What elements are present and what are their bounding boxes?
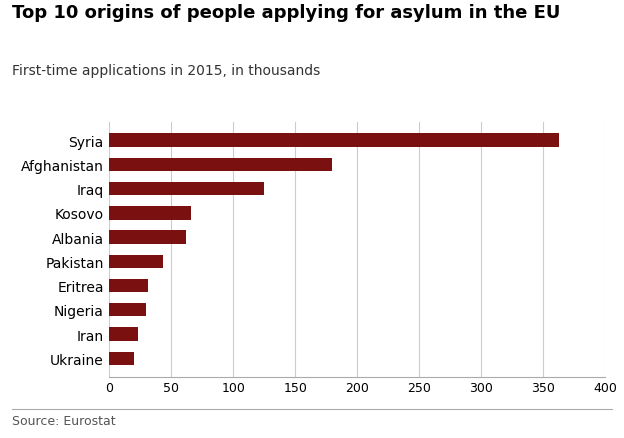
Text: First-time applications in 2015, in thousands: First-time applications in 2015, in thou… [12,64,321,78]
Bar [109,159,333,172]
Bar [109,183,264,196]
Bar [109,304,147,317]
Bar [109,279,148,293]
Bar [109,255,162,268]
Text: Top 10 origins of people applying for asylum in the EU: Top 10 origins of people applying for as… [12,4,561,22]
Bar [109,134,559,148]
Bar [109,207,191,220]
Bar [109,328,138,341]
Bar [109,352,134,365]
Bar [109,231,186,244]
Text: Source: Eurostat: Source: Eurostat [12,414,116,427]
